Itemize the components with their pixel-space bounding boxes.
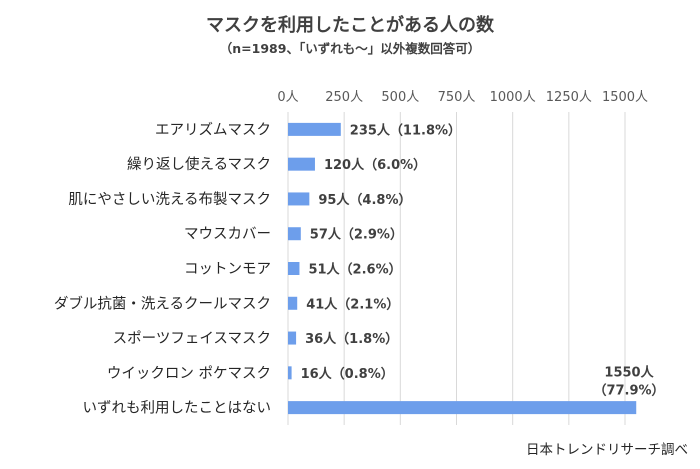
category-label: ウイックロン ポケマスク bbox=[107, 365, 271, 382]
chart-subtitle: （n=1989、「いずれも～」以外複数回答可） bbox=[220, 41, 480, 56]
bar bbox=[288, 366, 292, 380]
category-label: エアリズムマスク bbox=[155, 121, 271, 138]
x-tick-label: 1250人 bbox=[546, 90, 592, 105]
category-label: 肌にやさしい洗える布製マスク bbox=[68, 191, 271, 208]
bar bbox=[288, 296, 298, 310]
category-label: コットンモア bbox=[184, 262, 271, 278]
data-label: 51人（2.6%） bbox=[308, 262, 401, 278]
chart-title: マスクを利用したことがある人の数 bbox=[206, 14, 495, 36]
data-label: 16人（0.8%） bbox=[301, 366, 394, 382]
data-label: 120人（6.0%） bbox=[324, 157, 426, 173]
category-labels: エアリズムマスク繰り返し使えるマスク肌にやさしい洗える布製マスクマウスカバーコッ… bbox=[54, 121, 271, 416]
bar bbox=[288, 122, 341, 136]
data-labels: 235人（11.8%） 120人（6.0%） 95人（4.8%） 57人（2.9%） 5… bbox=[301, 122, 665, 398]
category-label: ダブル抗菌・洗えるクールマスク bbox=[54, 294, 271, 312]
data-label: 95人（4.8%） bbox=[318, 192, 411, 208]
gridlines bbox=[287, 112, 626, 425]
bar bbox=[288, 401, 637, 415]
category-label: 繰り返し使えるマスク bbox=[127, 156, 271, 173]
bar bbox=[288, 227, 301, 241]
x-tick-label: 750人 bbox=[438, 90, 476, 105]
data-label: 235人（11.8%） bbox=[350, 122, 461, 138]
x-tick-label: 1000人 bbox=[490, 90, 536, 105]
data-label: 36人（1.8%） bbox=[305, 331, 398, 347]
bars bbox=[288, 122, 637, 415]
x-tick-label: 1500人 bbox=[602, 90, 648, 105]
data-label: 1550人 bbox=[604, 365, 654, 381]
bar bbox=[288, 192, 310, 206]
bar bbox=[288, 157, 315, 171]
data-label: 57人（2.9%） bbox=[310, 227, 403, 243]
bar bbox=[288, 262, 300, 275]
data-label: 41人（2.1%） bbox=[306, 296, 399, 312]
category-label: マウスカバー bbox=[184, 226, 271, 243]
data-label: （77.9%） bbox=[593, 383, 664, 399]
x-tick-label: 500人 bbox=[381, 90, 419, 105]
bar bbox=[288, 331, 297, 345]
source-note: 日本トレンドリサーチ調べ bbox=[526, 442, 688, 458]
x-tick-label: 0人 bbox=[277, 90, 298, 105]
category-label: スポーツフェイスマスク bbox=[113, 330, 271, 347]
category-label: いずれも利用したことはない bbox=[83, 400, 272, 417]
x-axis-ticks: 0人 250人 500人 750人 1000人 1250人 1500人 bbox=[277, 90, 648, 105]
x-tick-label: 250人 bbox=[325, 90, 363, 105]
